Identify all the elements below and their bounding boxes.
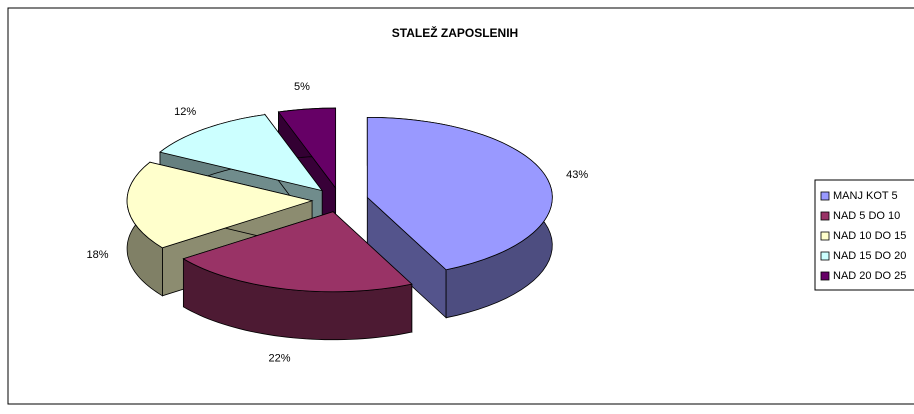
legend-swatch <box>820 251 830 261</box>
slice <box>366 116 553 271</box>
chart-border <box>7 7 914 405</box>
legend-label: NAD 5 DO 10 <box>833 210 900 222</box>
legend-swatch <box>820 211 830 221</box>
legend-swatch <box>820 191 830 201</box>
legend-label: NAD 10 DO 15 <box>833 230 906 242</box>
data-label: 22% <box>269 352 291 364</box>
data-label: 12% <box>174 106 196 118</box>
legend-label: MANJ KOT 5 <box>833 190 898 202</box>
legend-swatch <box>820 231 830 241</box>
slice <box>277 107 337 190</box>
legend-label: NAD 15 DO 20 <box>833 250 906 262</box>
slice <box>126 161 314 249</box>
legend-label: NAD 20 DO 25 <box>833 270 906 282</box>
slice <box>159 114 324 192</box>
data-label: 43% <box>566 169 588 181</box>
legend-swatch <box>820 271 830 281</box>
data-label: 5% <box>294 81 310 93</box>
chart-title: STALEŽ ZAPOSLENIH <box>392 25 518 40</box>
slice <box>182 211 413 293</box>
data-label: 18% <box>86 249 108 261</box>
legend-box <box>814 179 914 291</box>
